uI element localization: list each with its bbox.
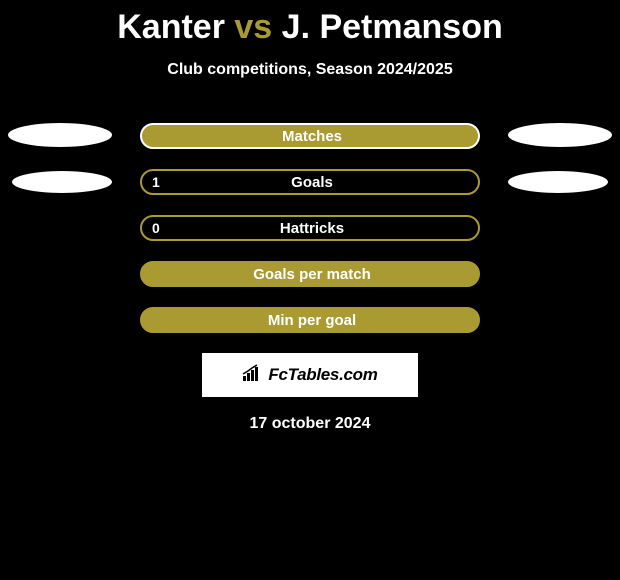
stat-label: Hattricks bbox=[138, 220, 486, 237]
stat-label: Goals bbox=[138, 174, 486, 191]
stat-row: Min per goal bbox=[0, 307, 620, 335]
chart-icon bbox=[242, 364, 264, 387]
stat-bar: Matches bbox=[140, 123, 480, 149]
ellipse-right bbox=[508, 123, 612, 147]
player-b-name: J. Petmanson bbox=[282, 8, 503, 46]
ellipse-left bbox=[8, 123, 112, 147]
subtitle: Club competitions, Season 2024/2025 bbox=[0, 61, 620, 79]
stat-row: 0Hattricks bbox=[0, 215, 620, 243]
player-a-name: Kanter bbox=[117, 8, 225, 46]
date-line: 17 october 2024 bbox=[0, 415, 620, 433]
logo-box: FcTables.com bbox=[202, 353, 418, 397]
stat-row: 1Goals bbox=[0, 169, 620, 197]
stat-bar: 0Hattricks bbox=[140, 215, 480, 241]
ellipse-right bbox=[508, 171, 608, 193]
stat-bar: Goals per match bbox=[140, 261, 480, 287]
ellipse-left bbox=[12, 171, 112, 193]
stat-row: Matches bbox=[0, 123, 620, 151]
page-title: Kanter vs J. Petmanson bbox=[0, 0, 620, 47]
logo-text: FcTables.com bbox=[268, 365, 377, 385]
stat-row: Goals per match bbox=[0, 261, 620, 289]
vs-text: vs bbox=[234, 8, 272, 46]
stat-bar: 1Goals bbox=[140, 169, 480, 195]
stat-label: Min per goal bbox=[138, 312, 486, 329]
stat-left-value: 0 bbox=[152, 220, 160, 236]
stat-label: Goals per match bbox=[138, 266, 486, 283]
stat-bar: Min per goal bbox=[140, 307, 480, 333]
stat-left-value: 1 bbox=[152, 174, 160, 190]
stat-bars-container: Matches 1Goals 0Hattricks Goals per match Mi… bbox=[0, 123, 620, 335]
stat-label: Matches bbox=[138, 128, 486, 145]
